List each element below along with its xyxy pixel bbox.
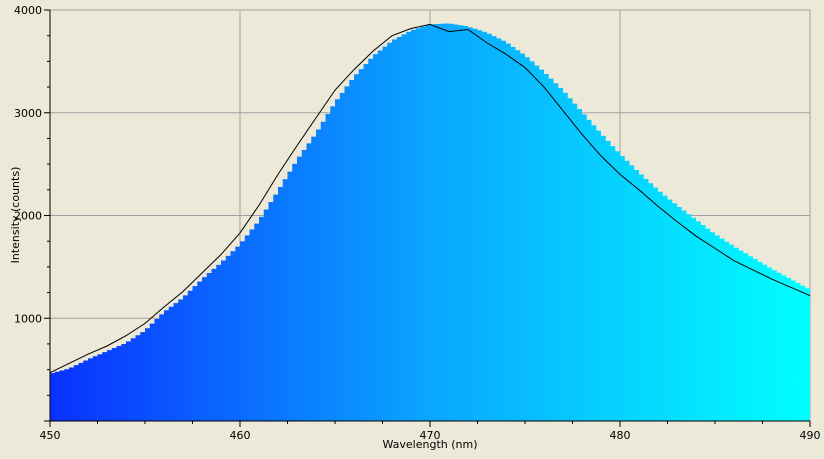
y-tick-label: 3000 (14, 107, 42, 120)
spectrum-fill (50, 23, 810, 422)
spectrum-line (49, 23, 811, 374)
y-tick-label: 1000 (14, 312, 42, 325)
x-tick-label: 460 (230, 429, 251, 442)
y-tick-label: 2000 (14, 210, 42, 223)
x-tick-label: 450 (40, 429, 61, 442)
y-tick-labels: 1000 2000 3000 4000 (14, 4, 42, 325)
spectrum-line-path (49, 23, 811, 374)
axes (44, 9, 811, 427)
x-tick-label: 470 (420, 429, 441, 442)
x-tick-labels: 450 460 470 480 490 (40, 429, 821, 442)
y-tick-label: 4000 (14, 4, 42, 17)
y-axis-title: Intensity (counts) (9, 167, 22, 264)
x-tick-label: 480 (610, 429, 631, 442)
x-tick-label: 490 (800, 429, 821, 442)
x-axis-title: Wavelength (nm) (382, 438, 477, 451)
spectrum-fill-area (50, 23, 810, 422)
